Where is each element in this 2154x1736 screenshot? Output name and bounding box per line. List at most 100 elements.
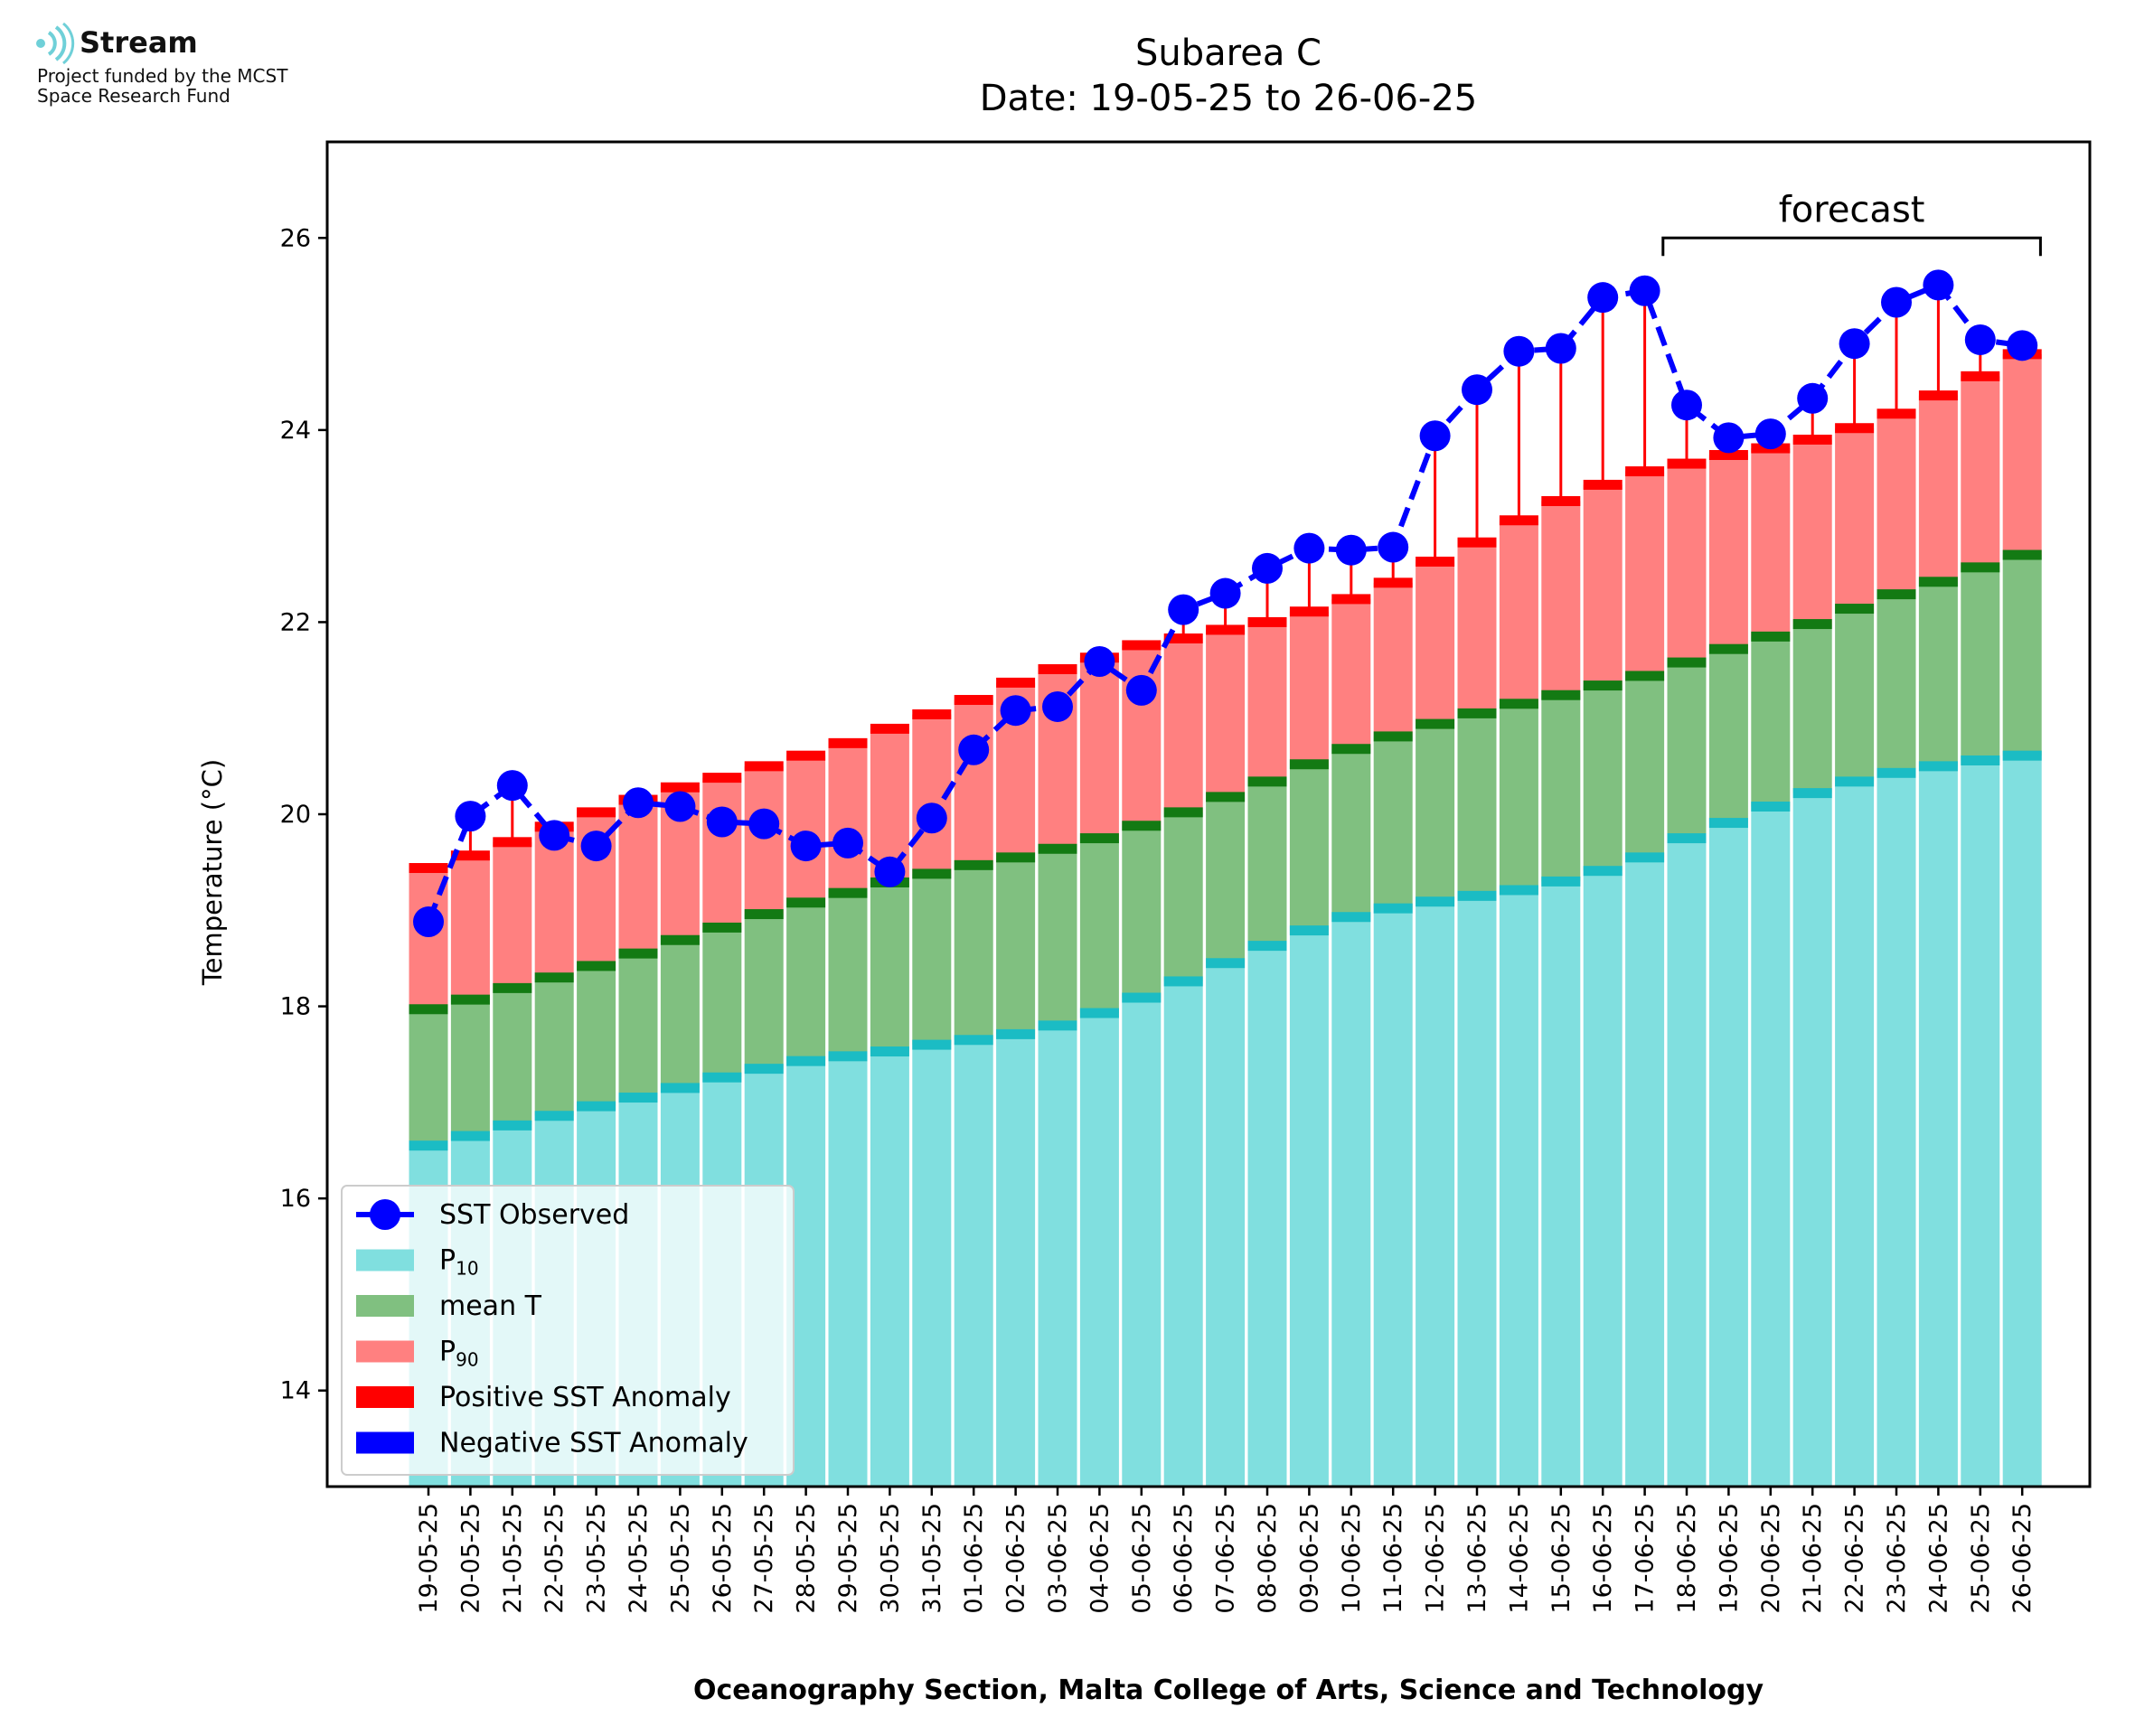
bar-mean-t [1163, 812, 1203, 981]
bar-p10 [1499, 889, 1538, 1487]
cap-p10 [1163, 976, 1203, 987]
cap-mean-t [618, 948, 658, 959]
cap-mean-t [1289, 759, 1329, 770]
cap-p10 [1918, 761, 1958, 772]
x-tick-label: 19-05-25 [415, 1503, 443, 1614]
x-tick-label: 05-06-25 [1128, 1503, 1156, 1614]
x-axis-label: Oceanography Section, Malta College of A… [693, 1675, 1764, 1706]
bar-p10 [1373, 908, 1413, 1487]
cap-p90 [744, 761, 784, 772]
cap-mean-t [996, 852, 1036, 863]
chart-subtitle: Date: 19-05-25 to 26-06-25 [980, 78, 1478, 119]
x-tick-label: 29-05-25 [834, 1503, 862, 1614]
sst-observed-point [1462, 374, 1492, 406]
x-tick-label: 27-05-25 [750, 1503, 778, 1614]
x-tick-label: 03-06-25 [1044, 1503, 1072, 1614]
cap-mean-t [1206, 792, 1246, 802]
sst-observed-point [623, 787, 654, 819]
bar-mean-t [1877, 594, 1916, 774]
legend-label-subscript: 10 [456, 1258, 478, 1280]
cap-mean-t [2002, 549, 2042, 560]
bar-p10 [1331, 916, 1371, 1487]
bar-p10 [996, 1034, 1036, 1487]
bar-mean-t [493, 988, 532, 1126]
sst-observed-point [1168, 594, 1199, 625]
bar-mean-t [996, 857, 1036, 1035]
x-tick-label: 26-05-25 [709, 1503, 737, 1614]
bar-p10 [1918, 765, 1958, 1487]
sst-observed-point [580, 830, 612, 862]
bar-p90 [1918, 395, 1958, 582]
cap-p10 [1247, 941, 1287, 952]
cap-mean-t [912, 868, 952, 879]
sst-observed-point [1964, 324, 1996, 355]
x-tick-label: 30-05-25 [876, 1503, 904, 1614]
sst-observed-point [2007, 330, 2038, 361]
bar-p10 [1457, 896, 1497, 1487]
cap-mean-t [1499, 699, 1538, 709]
bar-p90 [1667, 464, 1707, 663]
bar-p90 [1289, 611, 1329, 765]
bar-p90 [1163, 638, 1203, 812]
bar-mean-t [786, 902, 826, 1062]
sst-observed-point [1293, 532, 1325, 564]
bar-p90 [828, 743, 868, 894]
bar-mean-t [1541, 695, 1581, 882]
x-tick-label: 08-06-25 [1254, 1503, 1282, 1614]
legend-dot-swatch [370, 1199, 400, 1230]
cap-p90 [1122, 640, 1162, 651]
bar-mean-t [618, 953, 658, 1098]
legend-label: P10 [439, 1245, 479, 1280]
y-axis-label: Temperature (°C) [197, 759, 228, 986]
sst-observed-point [874, 856, 906, 887]
legend-patch-swatch [356, 1431, 414, 1454]
cap-mean-t [450, 994, 490, 1005]
x-tick-label: 20-06-25 [1757, 1503, 1785, 1614]
bar-mean-t [409, 1009, 448, 1146]
cap-p10 [996, 1028, 1036, 1039]
cap-mean-t [1247, 776, 1287, 787]
bar-p10 [954, 1039, 993, 1487]
chart-title: Subarea C [1135, 33, 1322, 74]
bar-mean-t [1499, 703, 1538, 890]
x-tick-label: 21-05-25 [499, 1503, 527, 1614]
sst-observed-point [1419, 420, 1451, 452]
bar-p90 [1708, 455, 1748, 650]
bar-p90 [1331, 598, 1371, 749]
cap-p10 [1625, 852, 1665, 863]
x-tick-label: 22-05-25 [541, 1503, 569, 1614]
cap-p90 [702, 773, 742, 784]
bar-p10 [1416, 901, 1455, 1487]
y-tick-label: 26 [280, 224, 311, 252]
bar-mean-t [1373, 736, 1413, 909]
bar-mean-t [1667, 662, 1707, 839]
bar-p10 [870, 1051, 909, 1487]
bar-mean-t [912, 873, 952, 1046]
x-tick-label: 23-06-25 [1883, 1503, 1911, 1614]
cap-mean-t [1541, 690, 1581, 700]
sst-observed-point [1881, 286, 1912, 318]
cap-p90 [577, 807, 616, 818]
cap-p10 [450, 1131, 490, 1141]
cap-mean-t [1835, 604, 1875, 615]
bar-p10 [1163, 981, 1203, 1487]
bar-p10 [1877, 773, 1916, 1487]
bar-mean-t [1331, 748, 1371, 917]
cap-p10 [660, 1083, 700, 1093]
legend-patch-swatch [356, 1340, 414, 1363]
cap-p10 [1961, 755, 2000, 765]
cap-p10 [493, 1120, 532, 1131]
bar-p90 [744, 765, 784, 915]
bar-mean-t [2002, 555, 2042, 756]
cap-p10 [1499, 885, 1538, 896]
cap-mean-t [1079, 833, 1119, 844]
bar-mean-t [577, 965, 616, 1107]
cap-p90 [786, 750, 826, 761]
cap-p10 [786, 1056, 826, 1066]
cap-mean-t [786, 897, 826, 908]
cap-p90 [954, 695, 993, 706]
bar-p90 [450, 855, 490, 1000]
x-tick-label: 16-06-25 [1589, 1503, 1617, 1614]
